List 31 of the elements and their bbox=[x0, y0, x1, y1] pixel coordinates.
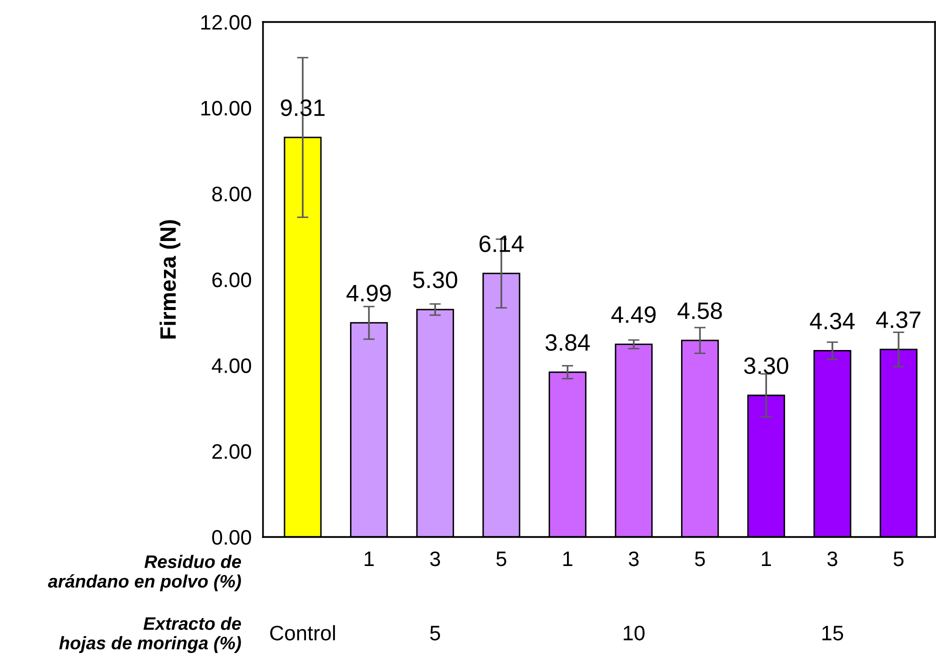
y-tick-label: 0.00 bbox=[212, 530, 252, 545]
data-label: 4.34 bbox=[810, 312, 855, 330]
data-label: 4.58 bbox=[678, 302, 722, 320]
x-tick-label: 5 bbox=[894, 552, 904, 566]
text: 10 bbox=[624, 626, 645, 640]
text: 5 bbox=[430, 626, 440, 640]
data-label: 4.99 bbox=[346, 284, 391, 302]
data-label: 5.30 bbox=[413, 271, 458, 288]
x-tick-label: 3 bbox=[827, 551, 838, 566]
data-label: 4.49 bbox=[611, 306, 656, 323]
x-tick-label: 5 bbox=[496, 552, 506, 566]
x-tick-label: 1 bbox=[563, 552, 572, 566]
data-label: 3.30 bbox=[744, 357, 788, 374]
text: Control bbox=[270, 625, 335, 640]
y-tick-label: 10.00 bbox=[201, 100, 252, 116]
x-tick-label: 5 bbox=[695, 552, 705, 566]
y-tick-label: 2.00 bbox=[212, 444, 252, 459]
text: 15 bbox=[822, 626, 844, 640]
y-axis-title: Firmeza (N) bbox=[160, 220, 180, 339]
text: Residuo de arándano en polvo (%) bbox=[48, 554, 241, 592]
x-tick-label: 1 bbox=[364, 552, 374, 566]
x-tick-label: 3 bbox=[628, 551, 639, 566]
y-tick-label: 6.00 bbox=[212, 272, 252, 288]
x-tick-label: 3 bbox=[430, 551, 440, 566]
x-tick-label: 1 bbox=[762, 552, 771, 566]
data-label: 3.84 bbox=[545, 334, 590, 351]
y-tick-label: 12.00 bbox=[201, 15, 252, 30]
text: Extracto de hojas de moringa (%) bbox=[59, 616, 241, 653]
y-tick-label: 4.00 bbox=[212, 358, 252, 374]
y-tick-label: 8.00 bbox=[212, 186, 252, 202]
data-label: 4.37 bbox=[876, 311, 920, 328]
